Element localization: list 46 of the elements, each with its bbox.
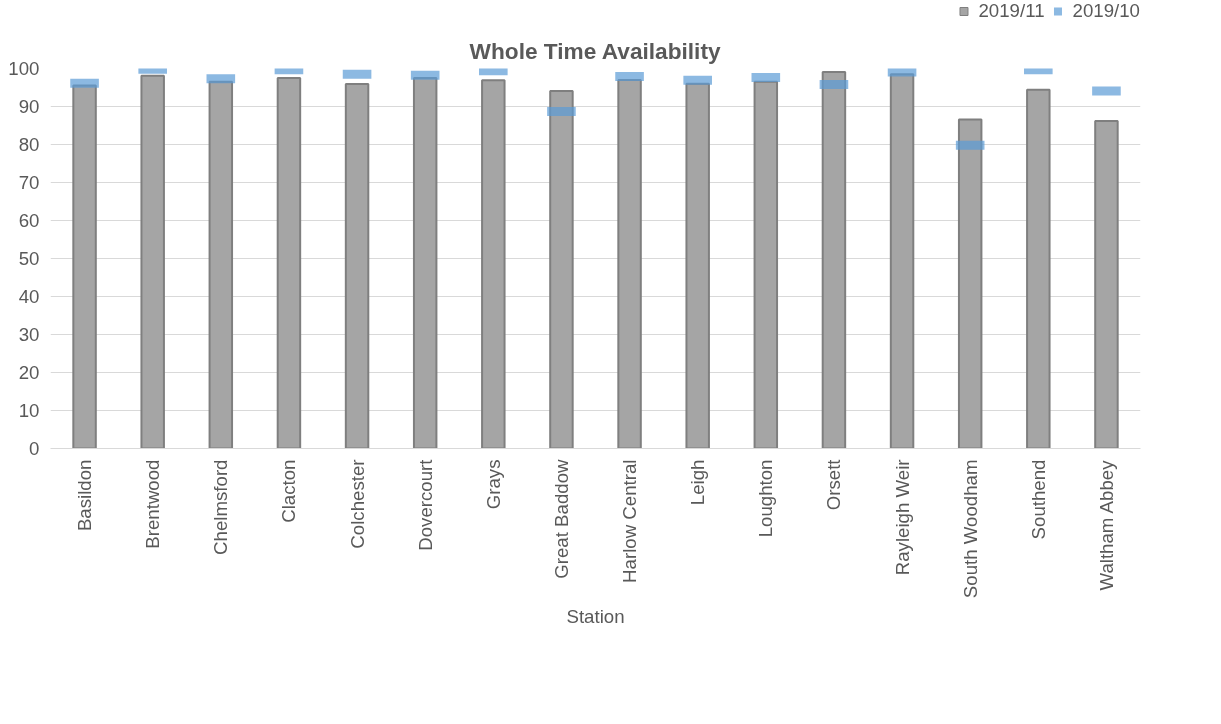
- bar: [276, 77, 302, 449]
- bar: [208, 80, 234, 449]
- y-tick-label: 40: [18, 286, 40, 307]
- x-tick-label: Brentwood: [142, 459, 164, 549]
- legend-label: 2019/11: [978, 0, 1045, 22]
- x-tick-label: Southend: [1027, 459, 1049, 540]
- bar: [481, 79, 506, 449]
- x-tick-label: Basildon: [74, 459, 96, 532]
- bar: [140, 74, 165, 449]
- y-tick-label: 70: [18, 172, 40, 193]
- x-tick-label: Dovercourt: [414, 458, 436, 551]
- x-tick-label: Loughton: [755, 459, 777, 538]
- y-tick-label: 0: [29, 438, 40, 459]
- bar: [753, 80, 779, 449]
- x-tick-label: Colchester: [346, 459, 368, 549]
- x-tick-label: Orsett: [823, 458, 845, 511]
- bar: [344, 83, 370, 449]
- y-tick-label: 20: [18, 362, 40, 383]
- bar: [957, 118, 983, 449]
- x-tick-label: Waltham Abbey: [1095, 459, 1117, 591]
- chart-title: Whole Time Availability: [469, 37, 721, 64]
- y-tick-label: 80: [18, 134, 40, 155]
- bar: [1026, 88, 1051, 449]
- x-tick-label: Grays: [482, 459, 504, 510]
- y-tick-label: 60: [18, 210, 40, 231]
- y-tick-label: 30: [18, 324, 40, 345]
- y-tick-label: 10: [18, 400, 40, 421]
- y-tick-label: 100: [8, 58, 40, 79]
- x-tick-label: Leigh: [687, 459, 709, 506]
- x-tick-label: Clacton: [278, 459, 300, 523]
- x-tick-label: Chelmsford: [210, 459, 232, 555]
- bar: [412, 77, 438, 449]
- bar: [685, 82, 710, 449]
- y-tick-label: 50: [18, 248, 40, 269]
- bar: [821, 70, 847, 449]
- x-tick-label: Harlow Central: [619, 459, 641, 583]
- bar: [889, 73, 915, 449]
- x-axis-title: Station: [566, 606, 625, 628]
- bar: [617, 78, 642, 449]
- bar: [549, 89, 574, 449]
- y-tick-label: 90: [18, 96, 40, 117]
- x-tick-label: South Woodham: [959, 459, 981, 599]
- bar: [1094, 119, 1119, 449]
- legend-label: 2019/10: [1072, 0, 1140, 22]
- x-tick-label: Rayleigh Weir: [891, 459, 913, 576]
- x-tick-label: Great Baddow: [550, 458, 572, 579]
